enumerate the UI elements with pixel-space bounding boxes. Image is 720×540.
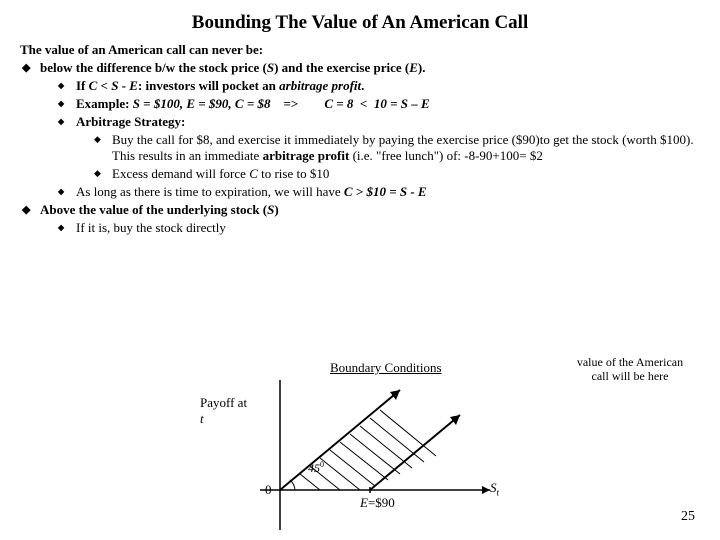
payoff-axis-label: Payoff att [200,395,247,427]
boundary-conditions-title: Boundary Conditions [330,360,442,376]
bullet-list-lvl1: below the difference b/w the stock price… [20,60,700,236]
lvl3-item: Excess demand will force C to rise to $1… [94,166,700,182]
slide-title: Bounding The Value of An American Call [20,12,700,34]
payoff-chart-svg [260,380,520,530]
lvl2-item: Example: S = $100, E = $90, C = $8 => C … [58,96,700,112]
lvl1-item-1: below the difference b/w the stock price… [20,60,700,200]
bullet-list-lvl2-b: If it is, buy the stock directly [40,220,700,236]
lvl2-item: If it is, buy the stock directly [58,220,700,236]
lvl3-item: Buy the call for $8, and exercise it imm… [94,132,700,164]
slide-number: 25 [681,509,695,525]
lvl2-item: Arbitrage Strategy: Buy the call for $8,… [58,114,700,182]
lvl2-item: If C < S - E: investors will pocket an a… [58,78,700,94]
lvl2-item: As long as there is time to expiration, … [58,184,700,200]
intro-text: The value of an American call can never … [20,42,700,58]
lvl1-item-2: Above the value of the underlying stock … [20,202,700,236]
bullet-list-lvl2: If C < S - E: investors will pocket an a… [40,78,700,200]
payoff-diagram: Boundary Conditions value of the America… [200,360,520,530]
annotation-text: value of the American call will be here [570,355,690,384]
bullet-list-lvl3: Buy the call for $8, and exercise it imm… [76,132,700,182]
